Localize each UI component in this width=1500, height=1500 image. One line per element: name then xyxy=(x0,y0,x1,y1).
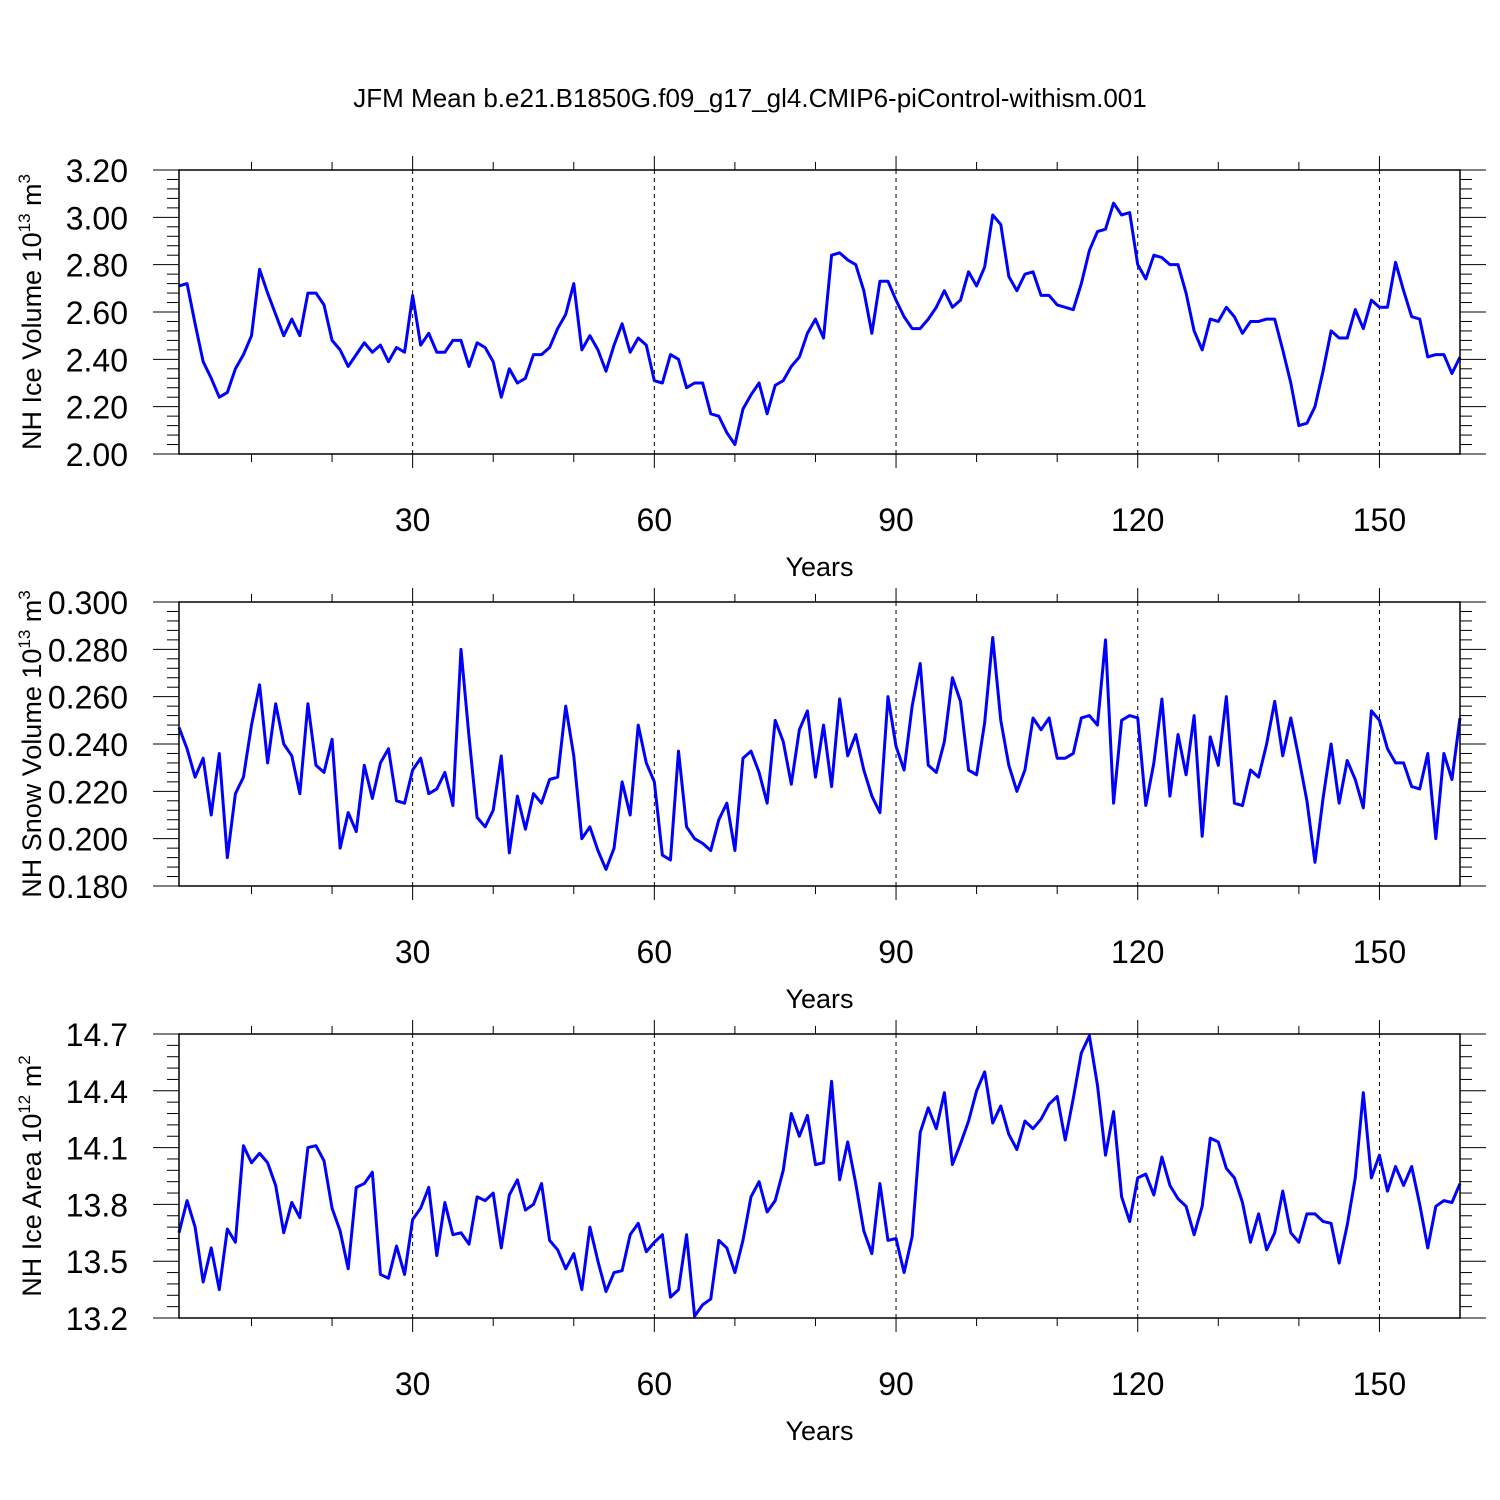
x-tick-label: 60 xyxy=(637,502,673,538)
y-axis-label-exponent: 13 xyxy=(15,213,34,232)
y-tick-label: 13.5 xyxy=(66,1244,128,1280)
y-tick-label: 14.7 xyxy=(66,1017,128,1053)
x-tick-label: 150 xyxy=(1353,502,1406,538)
y-tick-label: 13.2 xyxy=(66,1301,128,1337)
y-tick-label: 2.00 xyxy=(66,437,128,473)
y-axis-label-unit-exponent: 2 xyxy=(15,1055,34,1064)
y-tick-label: 0.260 xyxy=(48,680,128,716)
x-tick-label: 90 xyxy=(878,502,914,538)
figure-title: JFM Mean b.e21.B1850G.f09_g17_gl4.CMIP6-… xyxy=(353,83,1146,113)
y-axis-label-unit: m xyxy=(17,1065,47,1095)
y-tick-label: 2.20 xyxy=(66,390,128,426)
x-axis-label: Years xyxy=(785,1416,853,1446)
y-axis-label-unit-exponent: 3 xyxy=(15,590,34,599)
y-axis-label-unit: m xyxy=(17,600,47,630)
plot-frame xyxy=(178,1033,1461,1319)
y-tick-label: 0.300 xyxy=(48,585,128,621)
y-tick-label: 2.40 xyxy=(66,342,128,378)
y-tick-label: 0.220 xyxy=(48,774,128,810)
x-tick-label: 30 xyxy=(395,934,431,970)
x-tick-label: 120 xyxy=(1111,1366,1164,1402)
y-tick-label: 3.20 xyxy=(66,153,128,189)
y-axis-label: NH Ice Area 1012 m2 xyxy=(15,1055,47,1296)
x-tick-label: 150 xyxy=(1353,934,1406,970)
y-axis-label-exponent: 13 xyxy=(15,630,34,649)
y-axis-label-unit: m xyxy=(17,183,47,213)
plot-frame xyxy=(178,601,1461,887)
y-tick-label: 0.240 xyxy=(48,727,128,763)
y-tick-label: 2.60 xyxy=(66,295,128,331)
y-tick-label: 3.00 xyxy=(66,200,128,236)
x-tick-label: 30 xyxy=(395,1366,431,1402)
y-axis-label-text: NH Ice Area 10 xyxy=(17,1114,47,1297)
y-axis-label-text: NH Ice Volume 10 xyxy=(17,232,47,450)
y-tick-label: 13.8 xyxy=(66,1187,128,1223)
y-axis-label-text: NH Snow Volume 10 xyxy=(17,649,47,898)
y-axis-label: NH Ice Volume 1013 m3 xyxy=(15,174,47,450)
chart-panel-3: 30 60 90 120 150 13.2 13.5 13.8 14.1 14.4 14.7 Year… xyxy=(15,1017,1486,1446)
x-tick-label: 90 xyxy=(878,934,914,970)
x-tick-label: 120 xyxy=(1111,934,1164,970)
series-line xyxy=(178,201,1462,447)
series-line xyxy=(177,636,1462,871)
x-axis-label: Years xyxy=(785,984,853,1014)
y-tick-label: 14.4 xyxy=(66,1074,128,1110)
chart-panel-1: 30 60 90 120 150 2.00 2.20 2.40 2.60 2.80 3.00 3.20… xyxy=(15,153,1486,582)
x-tick-label: 60 xyxy=(637,1366,673,1402)
y-axis-label: NH Snow Volume 1013 m3 xyxy=(15,590,47,898)
y-tick-label: 0.180 xyxy=(48,869,128,905)
x-tick-label: 150 xyxy=(1353,1366,1406,1402)
chart-panel-2: 30 60 90 120 150 0.180 0.200 0.220 0.240 0.260 0.2… xyxy=(15,585,1486,1014)
y-axis-label-unit-exponent: 3 xyxy=(15,174,34,183)
x-tick-label: 90 xyxy=(878,1366,914,1402)
series-line xyxy=(177,1034,1462,1318)
x-tick-label: 30 xyxy=(395,502,431,538)
x-axis-label: Years xyxy=(785,552,853,582)
y-axis-label-exponent: 12 xyxy=(15,1095,34,1114)
plot-frame xyxy=(178,169,1461,455)
y-tick-label: 14.1 xyxy=(66,1131,128,1167)
y-tick-label: 0.280 xyxy=(48,632,128,668)
panels: 30 60 90 120 150 2.00 2.20 2.40 2.60 2.80 3.00 3.20… xyxy=(15,153,1486,1446)
y-tick-label: 0.200 xyxy=(48,822,128,858)
x-tick-label: 60 xyxy=(637,934,673,970)
y-tick-label: 2.80 xyxy=(66,248,128,284)
x-tick-label: 120 xyxy=(1111,502,1164,538)
